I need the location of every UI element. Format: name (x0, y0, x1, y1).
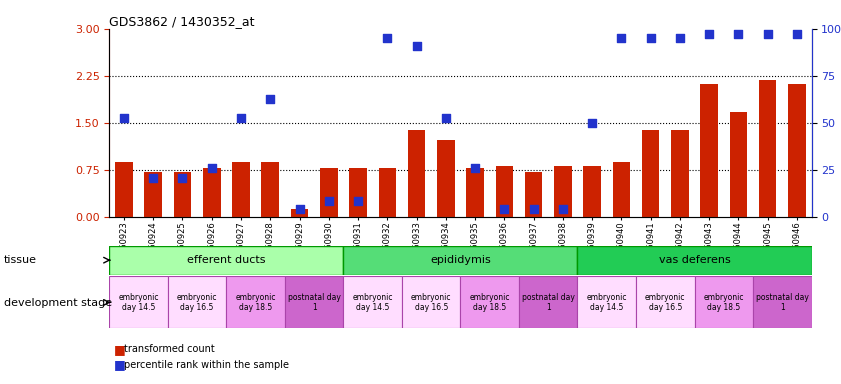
Text: embryonic
day 16.5: embryonic day 16.5 (177, 293, 217, 312)
Bar (554, 166, 572, 217)
Text: postnatal day
1: postnatal day 1 (756, 293, 809, 312)
Bar (519, 276, 578, 328)
Text: development stage: development stage (4, 298, 113, 308)
Bar (788, 84, 806, 217)
Point (293, 206, 306, 212)
Bar (168, 276, 226, 328)
Point (205, 165, 219, 171)
Point (673, 35, 686, 41)
Bar (578, 246, 812, 275)
Bar (343, 276, 402, 328)
Point (556, 206, 569, 212)
Point (644, 35, 658, 41)
Bar (466, 168, 484, 217)
Point (791, 31, 804, 37)
Bar (343, 246, 578, 275)
Point (439, 115, 452, 121)
Text: embryonic
day 14.5: embryonic day 14.5 (586, 293, 627, 312)
Text: embryonic
day 18.5: embryonic day 18.5 (235, 293, 276, 312)
Bar (701, 84, 718, 217)
Bar (174, 172, 191, 217)
Bar (320, 168, 337, 217)
Point (146, 175, 160, 181)
Text: GDS3862 / 1430352_at: GDS3862 / 1430352_at (109, 15, 255, 28)
Point (498, 206, 511, 212)
Bar (232, 162, 250, 217)
Text: percentile rank within the sample: percentile rank within the sample (124, 360, 289, 370)
Bar (109, 246, 343, 275)
Bar (115, 162, 133, 217)
Bar (584, 166, 600, 217)
Bar (495, 166, 513, 217)
Text: embryonic
day 16.5: embryonic day 16.5 (411, 293, 452, 312)
Point (526, 206, 540, 212)
Bar (671, 131, 689, 217)
Point (468, 165, 482, 171)
Bar (525, 172, 542, 217)
Bar (636, 276, 695, 328)
Point (117, 115, 130, 121)
Point (352, 198, 365, 204)
Bar (642, 131, 659, 217)
Text: epididymis: epididymis (430, 255, 491, 265)
Point (235, 115, 248, 121)
Bar (408, 131, 426, 217)
Point (615, 35, 628, 41)
Bar (285, 276, 343, 328)
Text: ■: ■ (114, 358, 125, 371)
Text: postnatal day
1: postnatal day 1 (288, 293, 341, 312)
Point (761, 31, 775, 37)
Text: tissue: tissue (4, 255, 37, 265)
Bar (203, 168, 220, 217)
Bar (612, 162, 630, 217)
Text: efferent ducts: efferent ducts (187, 255, 266, 265)
Bar (109, 276, 168, 328)
Bar (291, 209, 309, 217)
Point (410, 43, 423, 50)
Point (176, 175, 189, 181)
Point (585, 120, 599, 126)
Text: embryonic
day 14.5: embryonic day 14.5 (352, 293, 393, 312)
Bar (753, 276, 812, 328)
Bar (402, 276, 461, 328)
Text: embryonic
day 18.5: embryonic day 18.5 (704, 293, 744, 312)
Text: vas deferens: vas deferens (659, 255, 730, 265)
Bar (145, 172, 162, 217)
Bar (262, 162, 279, 217)
Text: embryonic
day 18.5: embryonic day 18.5 (469, 293, 510, 312)
Point (381, 35, 394, 41)
Text: transformed count: transformed count (124, 344, 215, 354)
Bar (349, 168, 367, 217)
Text: postnatal day
1: postnatal day 1 (521, 293, 574, 312)
Text: embryonic
day 14.5: embryonic day 14.5 (119, 293, 159, 312)
Bar (226, 276, 285, 328)
Bar (759, 80, 776, 217)
Text: ■: ■ (114, 343, 125, 356)
Point (702, 31, 716, 37)
Point (732, 31, 745, 37)
Bar (578, 276, 636, 328)
Bar (378, 168, 396, 217)
Point (263, 96, 277, 102)
Bar (460, 276, 519, 328)
Point (322, 198, 336, 204)
Bar (437, 141, 455, 217)
Bar (695, 276, 753, 328)
Bar (730, 112, 747, 217)
Text: embryonic
day 16.5: embryonic day 16.5 (645, 293, 685, 312)
